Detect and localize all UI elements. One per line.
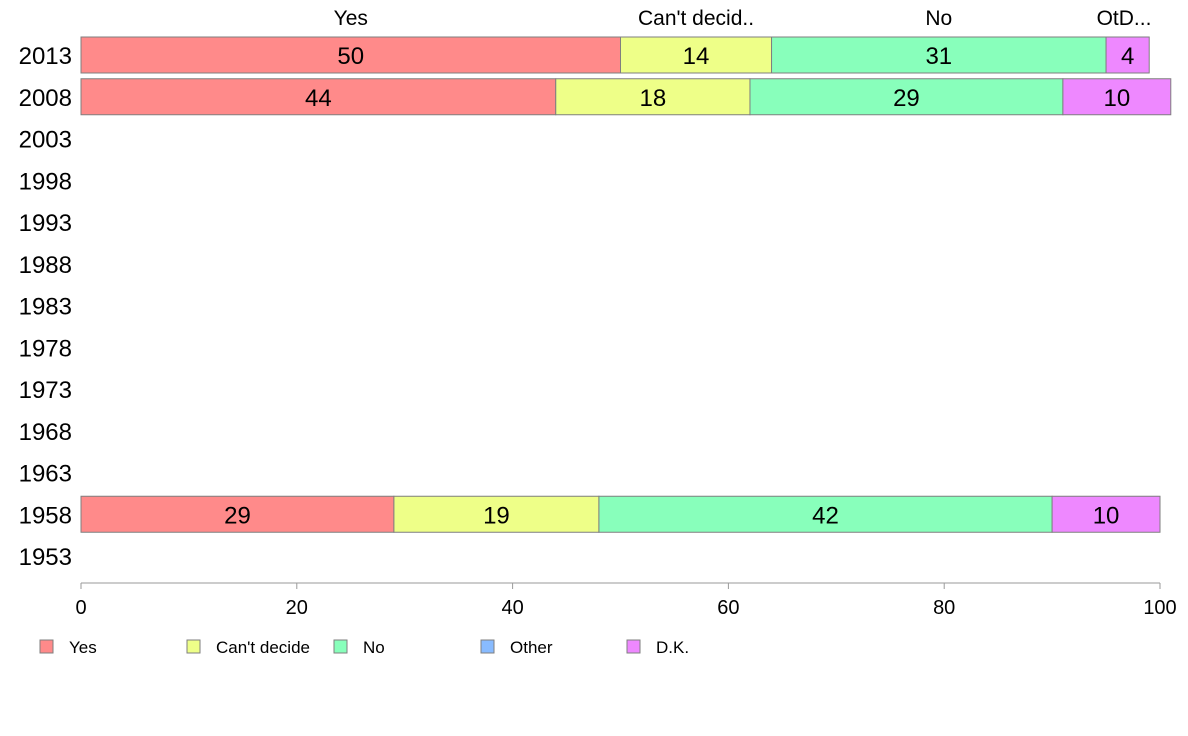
year-label: 1993	[19, 210, 72, 237]
bar-value-label: 14	[683, 43, 710, 70]
bar-segment	[771, 36, 1107, 74]
x-tick-label: 80	[933, 597, 955, 619]
year-label: 1953	[19, 544, 72, 571]
year-label: 1983	[19, 294, 72, 321]
bar-value-label: 19	[483, 502, 510, 529]
bar-segment	[1062, 78, 1172, 116]
year-label: 1988	[19, 252, 72, 279]
column-label: No	[925, 7, 952, 30]
bar-value-label: 29	[224, 502, 251, 529]
bar-segment	[80, 78, 557, 116]
legend-item: D.K.	[626, 638, 689, 657]
bar-segment	[1051, 495, 1161, 533]
year-label: 1978	[19, 335, 72, 362]
year-label: 1963	[19, 461, 72, 488]
legend-item: Yes	[39, 638, 97, 657]
legend-swatch	[186, 639, 201, 654]
legend-label: Yes	[69, 638, 97, 657]
bar-value-label: 10	[1103, 85, 1130, 112]
legend-label: Can't decide	[216, 638, 310, 657]
bar-value-label: 44	[305, 85, 332, 112]
year-label: 1998	[19, 168, 72, 195]
legend-swatch	[480, 639, 495, 654]
bar-value-label: 31	[925, 43, 952, 70]
x-tick-label: 0	[75, 597, 86, 619]
legend-item: No	[333, 638, 385, 657]
legend-swatch	[39, 639, 54, 654]
legend-swatch	[333, 639, 348, 654]
legend-label: Other	[510, 638, 553, 657]
x-tick-label: 60	[717, 597, 739, 619]
bar-value-label: 29	[893, 85, 920, 112]
bar-value-label: 18	[640, 85, 667, 112]
x-tick-label: 20	[286, 597, 308, 619]
year-label: 1958	[19, 502, 72, 529]
column-label: Can't decid..	[638, 7, 754, 30]
bar-value-label: 42	[812, 502, 839, 529]
column-label: OtD...	[1097, 7, 1152, 30]
bar-segment	[1105, 36, 1150, 74]
legend-label: D.K.	[656, 638, 689, 657]
year-label: 2008	[19, 85, 72, 112]
bar-segment	[393, 495, 600, 533]
x-tick-label: 100	[1143, 597, 1176, 619]
year-labels: 2013 2008 2003 1998 1993 1988 1983 1978 1973 1968…	[19, 43, 72, 571]
year-label: 1968	[19, 419, 72, 446]
bar-segment	[80, 495, 395, 533]
bar-value-label: 50	[337, 43, 364, 70]
column-label: Yes	[334, 7, 368, 30]
legend-item: Can't decide	[186, 638, 310, 657]
x-axis: 0 20 40 60 80 100	[75, 582, 1177, 619]
legend: Yes Can't decide No Other D.K.	[39, 638, 689, 657]
bar-segment	[555, 78, 751, 116]
bar-value-label: 10	[1093, 502, 1120, 529]
year-label: 1973	[19, 377, 72, 404]
bar-segment	[80, 36, 621, 74]
year-label: 2013	[19, 43, 72, 70]
legend-item: Other	[480, 638, 553, 657]
legend-label: No	[363, 638, 385, 657]
bar-segment	[749, 78, 1064, 116]
bar-segment	[620, 36, 773, 74]
bar-value-label: 4	[1121, 43, 1134, 70]
x-tick-label: 40	[501, 597, 523, 619]
column-labels: Yes Can't decid.. No OtD...	[334, 7, 1152, 30]
year-label: 2003	[19, 127, 72, 154]
legend-swatch	[626, 639, 641, 654]
